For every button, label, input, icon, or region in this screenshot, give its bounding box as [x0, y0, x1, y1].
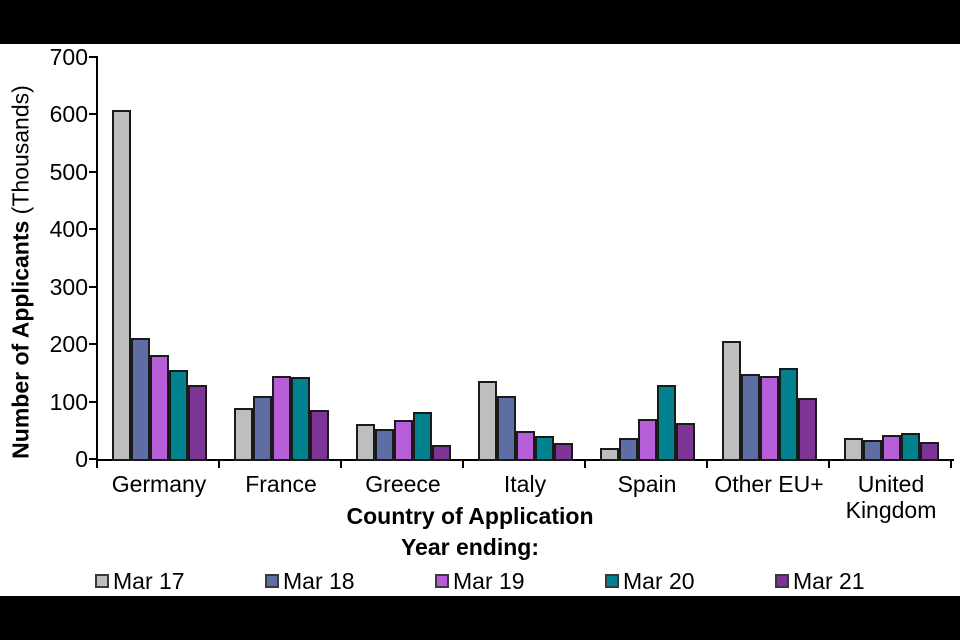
- legend-item: Mar 19: [435, 567, 525, 594]
- legend-title: Year ending:: [400, 534, 540, 560]
- y-axis-tick: [89, 458, 98, 460]
- bar-mar-18-germany: [130, 338, 150, 461]
- category-label: Greece: [365, 471, 441, 497]
- legend-swatch: [265, 574, 279, 588]
- bar-mar-17-spain: [599, 447, 619, 461]
- bar-mar-17-greece: [355, 423, 375, 461]
- legend-swatch: [775, 574, 789, 588]
- bar-mar-19-france: [271, 375, 291, 461]
- bar-mar-20-greece: [412, 412, 432, 461]
- category-label: Italy: [503, 471, 547, 497]
- legend-label: Mar 17: [113, 567, 185, 594]
- legend-swatch: [435, 574, 449, 588]
- bar-mar-18-united-kingdom: [862, 440, 882, 461]
- bar-mar-20-germany: [168, 369, 188, 461]
- bar-mar-19-spain: [637, 418, 657, 461]
- bar-mar-17-other-eu-: [721, 341, 741, 461]
- bar-mar-19-germany: [149, 355, 169, 461]
- bar-mar-21-greece: [431, 445, 451, 461]
- x-axis-tick: [340, 461, 342, 468]
- legend-swatch: [95, 574, 109, 588]
- bar-mar-17-united-kingdom: [843, 437, 863, 461]
- y-axis-tick: [89, 400, 98, 403]
- bar-mar-20-france: [290, 376, 310, 461]
- x-axis-title: Country of Application: [346, 503, 594, 529]
- y-tick-label: 400: [49, 216, 88, 243]
- y-tick-label: 300: [49, 273, 88, 300]
- category-label: Other EU+: [714, 471, 824, 497]
- y-tick-label: 200: [49, 331, 88, 358]
- y-tick-label: 500: [49, 158, 88, 185]
- bar-mar-18-greece: [374, 428, 394, 461]
- legend-swatch: [605, 574, 619, 588]
- legend-label: Mar 20: [623, 567, 695, 594]
- bar-mar-20-united-kingdom: [900, 432, 920, 461]
- bar-mar-21-spain: [675, 422, 695, 461]
- x-axis-tick: [706, 461, 708, 468]
- bar-mar-21-germany: [187, 384, 207, 461]
- category-label: Germany: [111, 471, 207, 497]
- bar-mar-19-other-eu-: [759, 375, 779, 461]
- x-axis-tick: [218, 461, 220, 468]
- bottom-black-band: [0, 596, 960, 640]
- legend-item: Mar 20: [605, 567, 695, 594]
- category-label: France: [245, 471, 317, 497]
- legend-item: Mar 18: [265, 567, 355, 594]
- top-black-band: [0, 0, 960, 44]
- legend-item: Mar 21: [775, 567, 865, 594]
- y-axis-tick: [89, 228, 98, 231]
- bar-mar-21-france: [309, 409, 329, 461]
- legend-item: Mar 17: [95, 567, 185, 594]
- bar-mar-21-other-eu-: [797, 398, 817, 461]
- y-axis-tick: [89, 56, 98, 58]
- y-tick-label: 700: [49, 44, 88, 70]
- bar-mar-17-germany: [111, 109, 131, 461]
- y-tick-label: 0: [75, 446, 88, 472]
- legend-label: Mar 18: [283, 567, 355, 594]
- legend-label: Mar 19: [453, 567, 525, 594]
- bar-mar-17-italy: [477, 380, 497, 461]
- y-axis-tick: [89, 285, 98, 288]
- y-axis-tick: [89, 170, 98, 173]
- x-axis-tick: [950, 461, 952, 468]
- bar-mar-19-italy: [515, 430, 535, 461]
- bar-mar-20-other-eu-: [778, 368, 798, 461]
- x-axis-tick: [462, 461, 464, 468]
- bar-mar-21-italy: [553, 443, 573, 461]
- x-axis-tick: [828, 461, 830, 468]
- y-tick-label: 600: [49, 101, 88, 128]
- bar-mar-18-italy: [496, 395, 516, 461]
- bar-mar-18-france: [252, 395, 272, 461]
- bar-mar-20-spain: [656, 385, 676, 461]
- x-axis-tick: [584, 461, 586, 468]
- y-axis-line: [96, 57, 98, 461]
- bar-mar-19-united-kingdom: [881, 435, 901, 461]
- category-label: United Kingdom: [845, 471, 937, 523]
- y-tick-label: 100: [49, 388, 88, 415]
- bar-mar-20-italy: [534, 436, 554, 461]
- bar-mar-17-france: [233, 408, 253, 461]
- y-axis-tick: [89, 343, 98, 346]
- legend-label: Mar 21: [793, 567, 865, 594]
- bar-mar-18-spain: [618, 437, 638, 461]
- y-axis-tick: [89, 113, 98, 116]
- category-label: Spain: [617, 471, 677, 497]
- bar-mar-18-other-eu-: [740, 374, 760, 461]
- bar-mar-21-united-kingdom: [919, 441, 939, 461]
- bar-mar-19-greece: [393, 419, 413, 461]
- x-axis-tick: [96, 461, 98, 468]
